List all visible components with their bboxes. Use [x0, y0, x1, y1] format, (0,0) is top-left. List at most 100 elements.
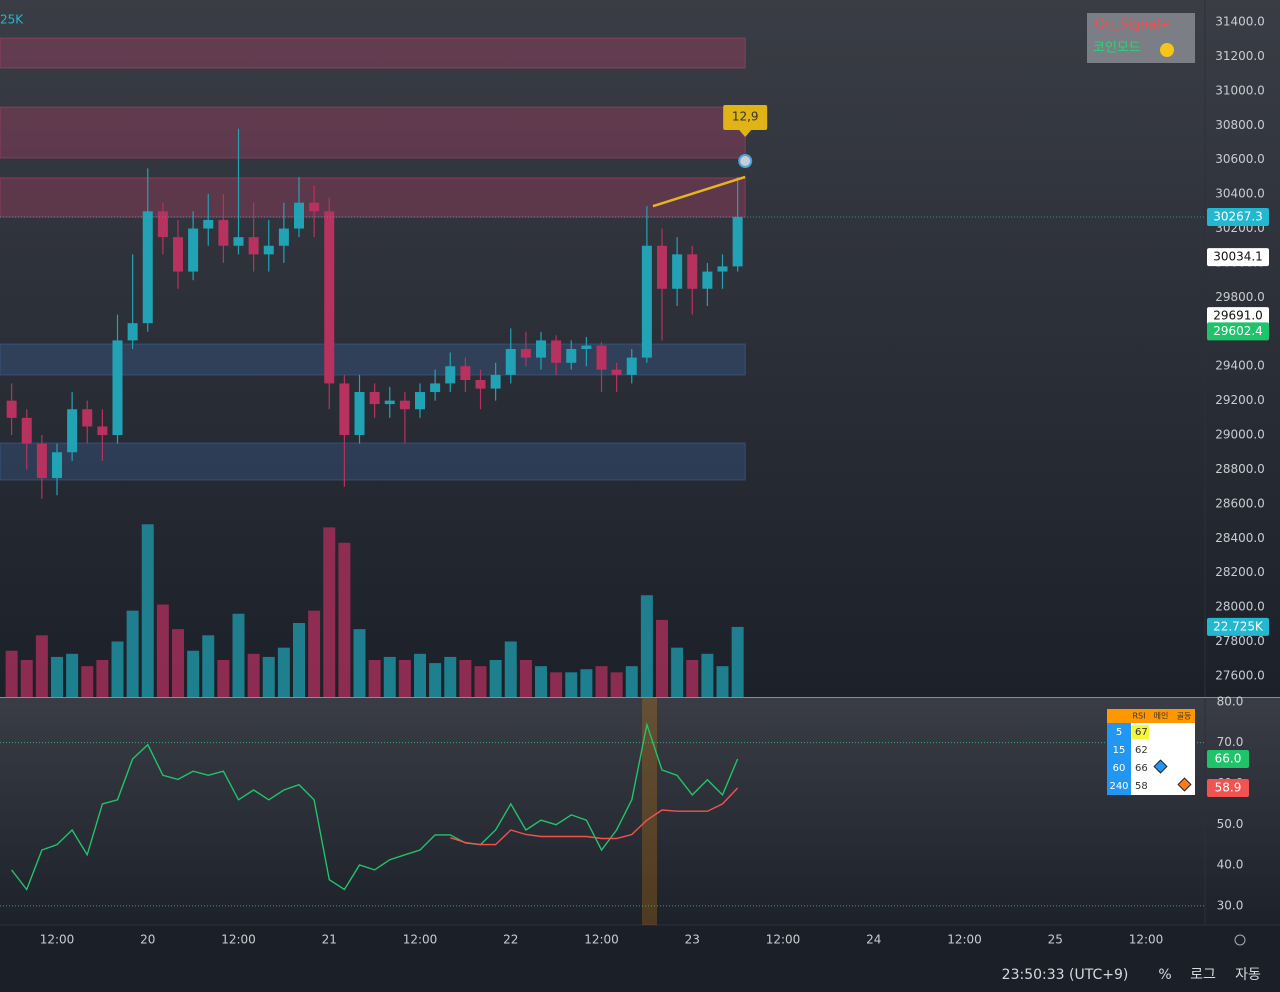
rsi-line — [11, 721, 739, 891]
candle-body — [566, 349, 577, 363]
table-marker — [1153, 759, 1168, 774]
scale-button[interactable]: % — [1158, 967, 1171, 983]
x-tick-label: 12:00 — [947, 933, 982, 947]
volume-bar — [308, 610, 321, 697]
x-tick-label: 24 — [866, 933, 881, 947]
volume-bar — [338, 542, 351, 697]
x-tick-label: 20 — [140, 933, 155, 947]
volume-bar — [519, 659, 532, 697]
candle-body — [6, 400, 17, 418]
table-cell: 62 — [1135, 745, 1148, 756]
volume-bar — [429, 663, 442, 697]
table-cell: 66 — [1135, 763, 1148, 774]
volume-bar — [383, 656, 396, 697]
price-label: 22.725K — [1213, 619, 1264, 633]
volume-bar — [414, 653, 427, 697]
candle-body — [233, 237, 244, 246]
volume-bar — [459, 659, 472, 697]
y-tick-label: 30400.0 — [1215, 187, 1265, 201]
candle-body — [339, 383, 350, 436]
candle-body — [551, 340, 562, 363]
candle-body — [672, 254, 683, 289]
volume-bar — [66, 653, 79, 697]
time-axis-area — [0, 925, 1280, 992]
volume-bar — [5, 650, 18, 697]
table-cell: 67 — [1135, 727, 1148, 738]
candle-body — [430, 383, 441, 393]
scale-button[interactable]: 자동 — [1235, 967, 1261, 983]
candle-body — [460, 366, 471, 380]
volume-bar — [565, 672, 578, 697]
candle-body — [97, 426, 108, 436]
settings-icon[interactable] — [1234, 934, 1246, 946]
price-label-bg — [1207, 749, 1249, 768]
candle-body — [657, 245, 668, 289]
rsi-pane — [0, 697, 1280, 925]
volume-bar — [474, 666, 487, 697]
price-label-bg — [1207, 778, 1249, 797]
volume-bar — [686, 659, 699, 697]
y-tick-label: 29200.0 — [1215, 393, 1265, 407]
volume-bar — [111, 641, 124, 697]
candle-body — [581, 345, 592, 350]
table-cell: 58 — [1135, 781, 1148, 792]
table-header: RSI — [1133, 712, 1146, 721]
candle-body — [536, 340, 547, 358]
y-tick-label: 30800.0 — [1215, 118, 1265, 132]
candle-body — [142, 211, 153, 324]
volume-bar — [444, 656, 457, 697]
y-tick-label: 28400.0 — [1215, 531, 1265, 545]
candle-body — [309, 202, 320, 212]
callout-pointer — [739, 130, 752, 137]
zone — [0, 37, 746, 69]
x-tick-label: 12:00 — [584, 933, 619, 947]
candle-body — [641, 245, 652, 358]
candle-body — [294, 202, 305, 229]
volume-bar — [656, 619, 669, 697]
volume-bar — [202, 635, 215, 697]
scale-button[interactable]: 로그 — [1190, 967, 1216, 983]
volume-bar — [671, 647, 684, 697]
candle-body — [475, 379, 486, 389]
x-tick-label: 12:00 — [40, 933, 75, 947]
table-cell: 60 — [1113, 763, 1126, 774]
candle-body — [188, 228, 199, 272]
y-tick-label: 29800.0 — [1215, 290, 1265, 304]
candle-body — [717, 266, 728, 272]
candle-body — [278, 228, 289, 246]
candle-body — [732, 216, 743, 267]
volume-bar — [353, 629, 366, 697]
price-label-bg — [1207, 248, 1269, 267]
table-highlight — [1132, 725, 1149, 739]
x-tick-label: 22 — [503, 933, 518, 947]
volume-bar — [50, 656, 63, 697]
price-label-bg — [1207, 617, 1269, 636]
candle-body — [203, 219, 214, 229]
volume-bar — [247, 653, 260, 697]
volume-bar — [262, 656, 275, 697]
volume-bar — [126, 610, 139, 697]
y-tick-label: 28800.0 — [1215, 462, 1265, 476]
rsi-line — [450, 787, 739, 846]
price-label: 66.0 — [1215, 751, 1242, 765]
candle-body — [82, 409, 93, 427]
y-tick-label: 31400.0 — [1215, 15, 1265, 29]
price-label: 29602.4 — [1213, 324, 1263, 338]
volume-bar — [580, 669, 593, 697]
candle-body — [415, 392, 426, 410]
volume-bar — [20, 659, 33, 697]
candle-body — [248, 237, 259, 255]
candle-body — [157, 211, 168, 238]
price-label-bg — [1207, 207, 1269, 226]
zone — [0, 106, 746, 159]
y-tick-label: 31000.0 — [1215, 83, 1265, 97]
y-tick-label: 31200.0 — [1215, 49, 1265, 63]
price-label-bg — [1207, 322, 1269, 341]
volume-bar — [701, 653, 714, 697]
table-col-bg — [1107, 723, 1131, 795]
price-pane — [0, 0, 1280, 697]
table-header: 골등 — [1177, 712, 1192, 721]
candle-body — [324, 211, 335, 384]
volume-bar — [187, 650, 200, 697]
signal-legend-box — [1087, 13, 1195, 63]
